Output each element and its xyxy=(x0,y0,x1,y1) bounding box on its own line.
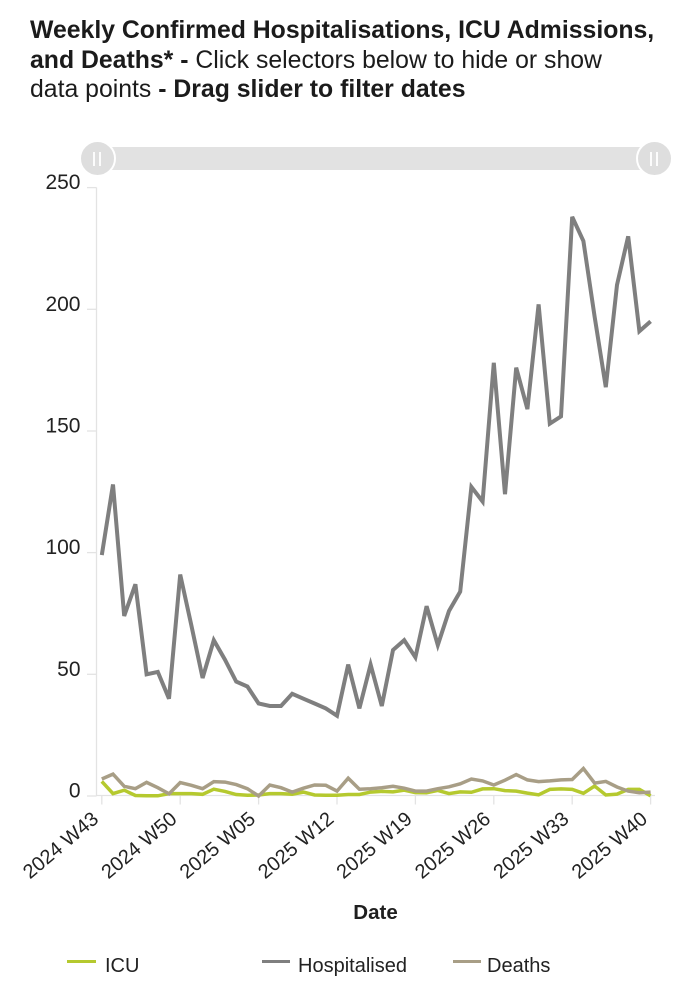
svg-text:2024 W43: 2024 W43 xyxy=(19,808,103,883)
svg-text:2025 W19: 2025 W19 xyxy=(333,808,417,883)
svg-text:100: 100 xyxy=(45,536,80,559)
svg-text:0: 0 xyxy=(69,780,81,803)
svg-text:2025 W40: 2025 W40 xyxy=(568,808,652,883)
svg-text:Hospitalised: Hospitalised xyxy=(298,955,407,977)
svg-text:2025 W05: 2025 W05 xyxy=(176,808,260,883)
svg-text:150: 150 xyxy=(45,415,80,438)
svg-text:2025 W12: 2025 W12 xyxy=(254,808,338,883)
svg-text:ICU: ICU xyxy=(105,955,139,977)
svg-text:50: 50 xyxy=(57,658,80,681)
svg-text:2025 W26: 2025 W26 xyxy=(411,808,495,883)
svg-text:2024 W50: 2024 W50 xyxy=(97,808,181,883)
svg-text:Deaths: Deaths xyxy=(487,955,550,977)
svg-text:200: 200 xyxy=(45,293,80,316)
svg-text:2025 W33: 2025 W33 xyxy=(489,808,573,883)
svg-text:250: 250 xyxy=(45,171,80,194)
svg-text:Date: Date xyxy=(353,901,397,924)
